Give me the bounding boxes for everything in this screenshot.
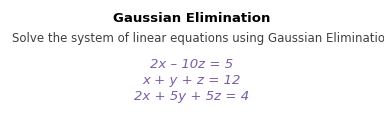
Text: Solve the system of linear equations using Gaussian Elimination.: Solve the system of linear equations usi… — [12, 32, 384, 45]
Text: 2x – 10z = 5: 2x – 10z = 5 — [151, 58, 233, 71]
Text: Gaussian Elimination: Gaussian Elimination — [113, 12, 271, 25]
Text: 2x + 5y + 5z = 4: 2x + 5y + 5z = 4 — [134, 90, 250, 103]
Text: x + y + z = 12: x + y + z = 12 — [143, 74, 241, 87]
